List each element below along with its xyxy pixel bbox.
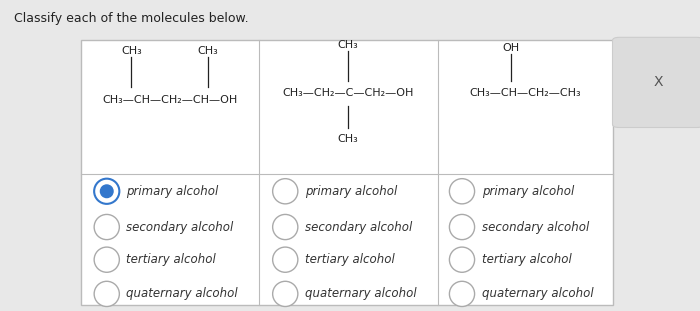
- Ellipse shape: [94, 281, 119, 307]
- Text: CH₃—CH—CH₂—CH₃: CH₃—CH—CH₂—CH₃: [469, 88, 581, 98]
- Text: tertiary alcohol: tertiary alcohol: [126, 253, 216, 266]
- Ellipse shape: [272, 247, 298, 272]
- Ellipse shape: [94, 247, 119, 272]
- Text: CH₃—CH—CH₂—CH—OH: CH₃—CH—CH₂—CH—OH: [102, 95, 237, 104]
- Text: primary alcohol: primary alcohol: [126, 185, 218, 198]
- Text: secondary alcohol: secondary alcohol: [482, 220, 589, 234]
- Text: quaternary alcohol: quaternary alcohol: [305, 287, 416, 300]
- Text: quaternary alcohol: quaternary alcohol: [126, 287, 238, 300]
- Ellipse shape: [449, 247, 475, 272]
- Text: CH₃: CH₃: [121, 46, 141, 56]
- Text: CH₃: CH₃: [338, 40, 358, 50]
- Ellipse shape: [449, 214, 475, 240]
- Text: OH: OH: [503, 43, 519, 53]
- Text: CH₃: CH₃: [338, 134, 358, 144]
- Ellipse shape: [449, 281, 475, 307]
- Text: tertiary alcohol: tertiary alcohol: [482, 253, 571, 266]
- Text: secondary alcohol: secondary alcohol: [126, 220, 234, 234]
- Ellipse shape: [101, 185, 113, 197]
- FancyBboxPatch shape: [80, 40, 612, 305]
- Ellipse shape: [272, 179, 298, 204]
- Text: primary alcohol: primary alcohol: [305, 185, 397, 198]
- Text: tertiary alcohol: tertiary alcohol: [305, 253, 395, 266]
- Text: primary alcohol: primary alcohol: [482, 185, 574, 198]
- Ellipse shape: [272, 281, 298, 307]
- Text: X: X: [653, 75, 663, 90]
- Ellipse shape: [94, 179, 119, 204]
- Text: CH₃: CH₃: [198, 46, 218, 56]
- Ellipse shape: [272, 214, 298, 240]
- Text: quaternary alcohol: quaternary alcohol: [482, 287, 593, 300]
- Text: CH₃—CH₂—C—CH₂—OH: CH₃—CH₂—C—CH₂—OH: [283, 88, 414, 98]
- FancyBboxPatch shape: [612, 37, 700, 128]
- Ellipse shape: [449, 179, 475, 204]
- Ellipse shape: [94, 214, 119, 240]
- Text: secondary alcohol: secondary alcohol: [305, 220, 412, 234]
- Text: Classify each of the molecules below.: Classify each of the molecules below.: [14, 12, 248, 26]
